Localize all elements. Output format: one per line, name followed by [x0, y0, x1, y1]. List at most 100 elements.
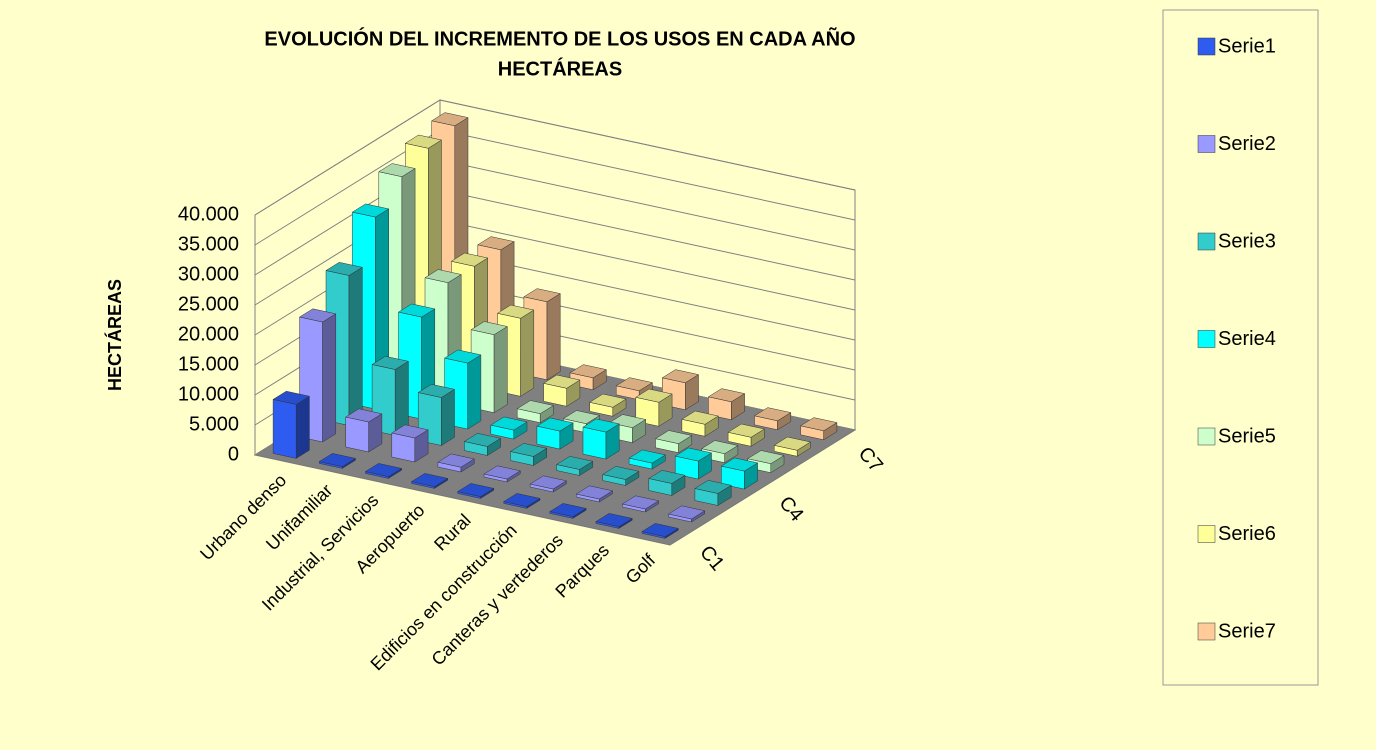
bar-top — [529, 475, 568, 490]
bar-top — [391, 424, 429, 439]
bar-top — [516, 400, 555, 414]
bar — [318, 453, 357, 469]
bar-top — [431, 112, 469, 127]
bar — [490, 416, 528, 440]
bar — [542, 374, 581, 407]
bar — [582, 418, 620, 460]
bar-side — [295, 395, 310, 459]
bar-top — [582, 418, 620, 433]
bar-top — [641, 523, 679, 537]
bar-top — [654, 430, 693, 444]
bar — [595, 513, 633, 529]
bar-top — [700, 440, 739, 454]
bar — [602, 466, 640, 486]
bar-top — [799, 417, 838, 432]
bar — [410, 473, 449, 489]
bar-top — [628, 449, 667, 464]
bar — [503, 493, 541, 509]
bar — [773, 436, 812, 457]
bar — [529, 475, 568, 493]
bar-top — [364, 463, 403, 477]
bar-top — [503, 493, 541, 507]
bar-top — [707, 388, 746, 403]
legend-swatch — [1197, 622, 1216, 641]
bar-top — [450, 252, 489, 267]
bar-top — [272, 390, 311, 405]
bar-top — [477, 236, 515, 251]
bar-top — [674, 447, 713, 462]
bar-top — [490, 416, 528, 431]
bar-top — [773, 436, 812, 451]
bar-top — [463, 433, 502, 447]
grid-line — [254, 99, 856, 216]
bar — [641, 523, 679, 539]
bar-side — [467, 354, 482, 430]
bar-top — [661, 369, 700, 384]
bar — [536, 417, 574, 450]
legend-label: Serie3 — [1218, 230, 1276, 252]
y-tick-label: 20.000 — [178, 323, 239, 345]
bar — [555, 456, 594, 476]
bar — [272, 390, 311, 459]
bar — [727, 423, 765, 447]
bar — [628, 449, 667, 470]
bar-top — [470, 321, 508, 335]
bar-top — [424, 269, 462, 283]
bar-top — [720, 457, 759, 472]
bar-top — [615, 377, 654, 392]
bar-top — [569, 364, 607, 379]
bar-front — [582, 426, 607, 460]
chart-subtitle: HECTÁREAS — [498, 57, 622, 80]
legend-label: Serie2 — [1218, 133, 1276, 155]
legend-label: Serie5 — [1218, 425, 1276, 447]
legend-swatch — [1197, 135, 1216, 153]
bar-top — [575, 485, 614, 500]
bar-top — [595, 513, 633, 527]
y-tick-label: 35.000 — [178, 233, 239, 255]
bar — [674, 447, 713, 480]
bar-top — [635, 388, 673, 403]
bar-top — [496, 304, 535, 319]
bar-side — [520, 309, 535, 397]
bar — [707, 388, 746, 421]
bar-top — [549, 503, 587, 517]
bar — [463, 433, 502, 456]
bar-top — [681, 410, 719, 425]
bar — [345, 408, 383, 453]
bar-top — [523, 288, 561, 303]
bar-top — [667, 505, 706, 520]
bar — [635, 388, 673, 427]
bar — [516, 400, 555, 424]
bar-top — [753, 407, 792, 422]
bar-top — [351, 203, 390, 218]
bar — [456, 483, 495, 499]
bar-top — [456, 483, 495, 497]
bar — [589, 393, 627, 417]
bar-top — [417, 384, 456, 398]
bar-top — [318, 453, 357, 467]
bar-top — [536, 417, 574, 432]
y-tick-label: 25.000 — [178, 293, 239, 315]
legend-box — [1162, 9, 1319, 686]
bar — [621, 495, 660, 513]
bar-top — [694, 480, 732, 494]
y-axis-label: HECTÁREAS — [104, 279, 125, 391]
bar — [694, 480, 732, 506]
bar — [799, 417, 838, 441]
legend-label: Serie7 — [1218, 620, 1276, 642]
bar-side — [394, 360, 409, 436]
bar — [549, 503, 587, 519]
bar-side — [348, 266, 363, 426]
bar — [681, 410, 719, 437]
y-tick-label: 30.000 — [178, 263, 239, 285]
bar-side — [493, 326, 508, 414]
bar-top — [325, 262, 363, 276]
bar — [654, 430, 693, 454]
y-tick-label: 40.000 — [178, 203, 239, 225]
y-tick-label: 0 — [228, 443, 239, 465]
bar-top — [727, 423, 765, 438]
bar-top — [483, 465, 521, 480]
bar — [720, 457, 759, 490]
